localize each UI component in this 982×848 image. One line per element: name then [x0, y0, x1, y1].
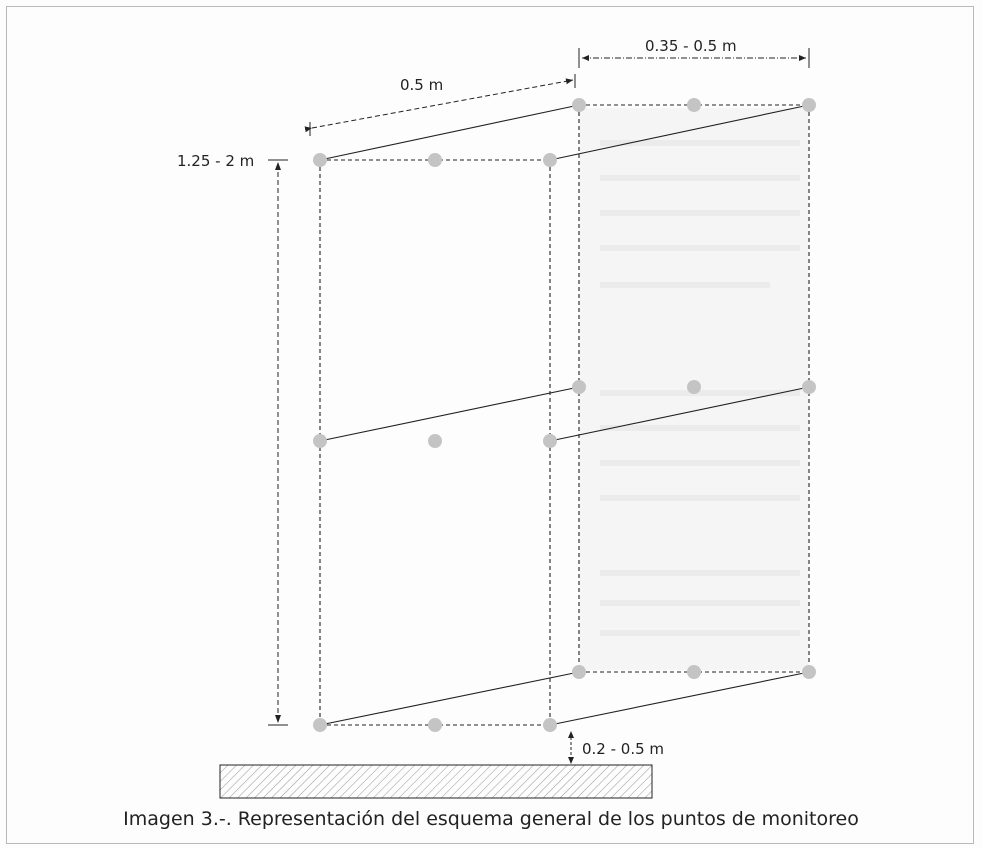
point: [313, 153, 327, 167]
point: [543, 718, 557, 732]
depth-dimension: 0.5 m: [304, 74, 576, 136]
depth-edges: [319, 104, 810, 726]
monitoring-points: [313, 98, 816, 732]
point: [802, 98, 816, 112]
point: [572, 380, 586, 394]
clearance-dimension: 0.2 - 0.5 m: [568, 731, 664, 764]
point: [428, 153, 442, 167]
point: [687, 665, 701, 679]
figure-caption: Imagen 3.-. Representación del esquema g…: [123, 808, 859, 830]
depth-label: 0.5 m: [400, 76, 443, 94]
point: [543, 153, 557, 167]
point: [313, 434, 327, 448]
point: [687, 380, 701, 394]
point: [802, 380, 816, 394]
width-label: 0.35 - 0.5 m: [645, 37, 737, 55]
point: [572, 98, 586, 112]
point: [572, 665, 586, 679]
point: [802, 665, 816, 679]
point: [428, 434, 442, 448]
point: [428, 718, 442, 732]
height-dimension: 1.25 - 2 m: [177, 152, 288, 726]
point: [313, 718, 327, 732]
page-frame: [6, 6, 974, 844]
background-texture: [580, 108, 808, 670]
height-label: 1.25 - 2 m: [177, 152, 254, 170]
ground-block: [219, 764, 653, 799]
point: [543, 434, 557, 448]
point: [687, 98, 701, 112]
width-dimension: 0.35 - 0.5 m: [578, 37, 810, 68]
clearance-label: 0.2 - 0.5 m: [582, 740, 664, 758]
monitoring-points-diagram: 0.5 m 0.35 - 0.5 m 1.25 - 2 m 0.2 - 0.5 …: [177, 37, 816, 799]
